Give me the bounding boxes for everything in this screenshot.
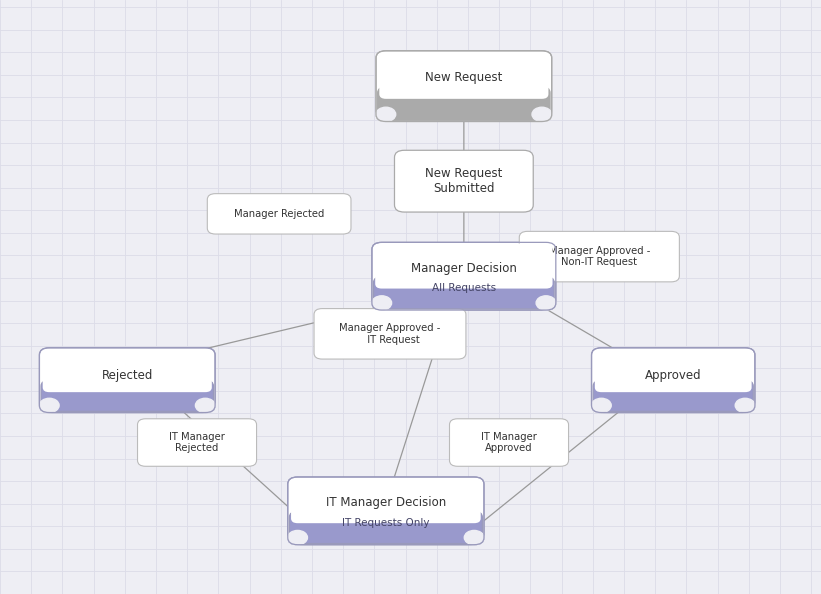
Circle shape <box>465 530 484 545</box>
FancyBboxPatch shape <box>375 244 553 289</box>
FancyBboxPatch shape <box>138 419 257 466</box>
Bar <box>603 383 744 388</box>
Text: IT Requests Only: IT Requests Only <box>342 517 429 527</box>
FancyBboxPatch shape <box>39 348 215 413</box>
FancyBboxPatch shape <box>208 194 351 234</box>
Circle shape <box>372 296 392 310</box>
Bar <box>297 517 475 538</box>
Text: IT Manager
Approved: IT Manager Approved <box>481 432 537 453</box>
FancyBboxPatch shape <box>291 478 480 523</box>
FancyBboxPatch shape <box>374 277 554 309</box>
Bar <box>386 93 542 115</box>
Text: New Request: New Request <box>425 71 502 84</box>
Bar <box>382 283 546 303</box>
Text: Rejected: Rejected <box>102 369 153 381</box>
Text: Manager Rejected: Manager Rejected <box>234 209 324 219</box>
Circle shape <box>736 398 755 413</box>
Bar <box>383 280 545 285</box>
FancyBboxPatch shape <box>379 52 548 99</box>
Circle shape <box>195 398 215 413</box>
Text: All Requests: All Requests <box>432 283 496 293</box>
FancyBboxPatch shape <box>376 51 552 122</box>
Text: Manager Approved -
Non-IT Request: Manager Approved - Non-IT Request <box>548 246 650 267</box>
FancyBboxPatch shape <box>591 348 754 413</box>
Circle shape <box>39 398 59 413</box>
Bar <box>50 383 204 388</box>
FancyBboxPatch shape <box>593 380 754 411</box>
FancyBboxPatch shape <box>594 349 752 392</box>
Bar <box>601 386 745 405</box>
FancyBboxPatch shape <box>450 419 569 466</box>
FancyBboxPatch shape <box>519 232 680 282</box>
Circle shape <box>288 530 307 545</box>
Bar <box>387 90 541 94</box>
Bar <box>299 514 474 519</box>
Circle shape <box>536 296 556 310</box>
Bar <box>49 386 205 405</box>
Text: IT Manager
Rejected: IT Manager Rejected <box>169 432 225 453</box>
Text: IT Manager Decision: IT Manager Decision <box>326 497 446 509</box>
Circle shape <box>376 108 396 122</box>
Text: Manager Approved -
  IT Request: Manager Approved - IT Request <box>339 323 441 345</box>
FancyBboxPatch shape <box>290 511 482 544</box>
FancyBboxPatch shape <box>378 87 550 121</box>
Text: Approved: Approved <box>645 369 701 381</box>
Circle shape <box>591 398 611 413</box>
FancyBboxPatch shape <box>288 477 484 545</box>
Circle shape <box>532 108 552 122</box>
FancyBboxPatch shape <box>43 349 212 392</box>
Text: New Request
Submitted: New Request Submitted <box>425 167 502 195</box>
Text: Manager Decision: Manager Decision <box>411 262 516 274</box>
FancyBboxPatch shape <box>314 309 466 359</box>
FancyBboxPatch shape <box>41 380 213 411</box>
FancyBboxPatch shape <box>372 242 556 310</box>
FancyBboxPatch shape <box>394 150 534 212</box>
